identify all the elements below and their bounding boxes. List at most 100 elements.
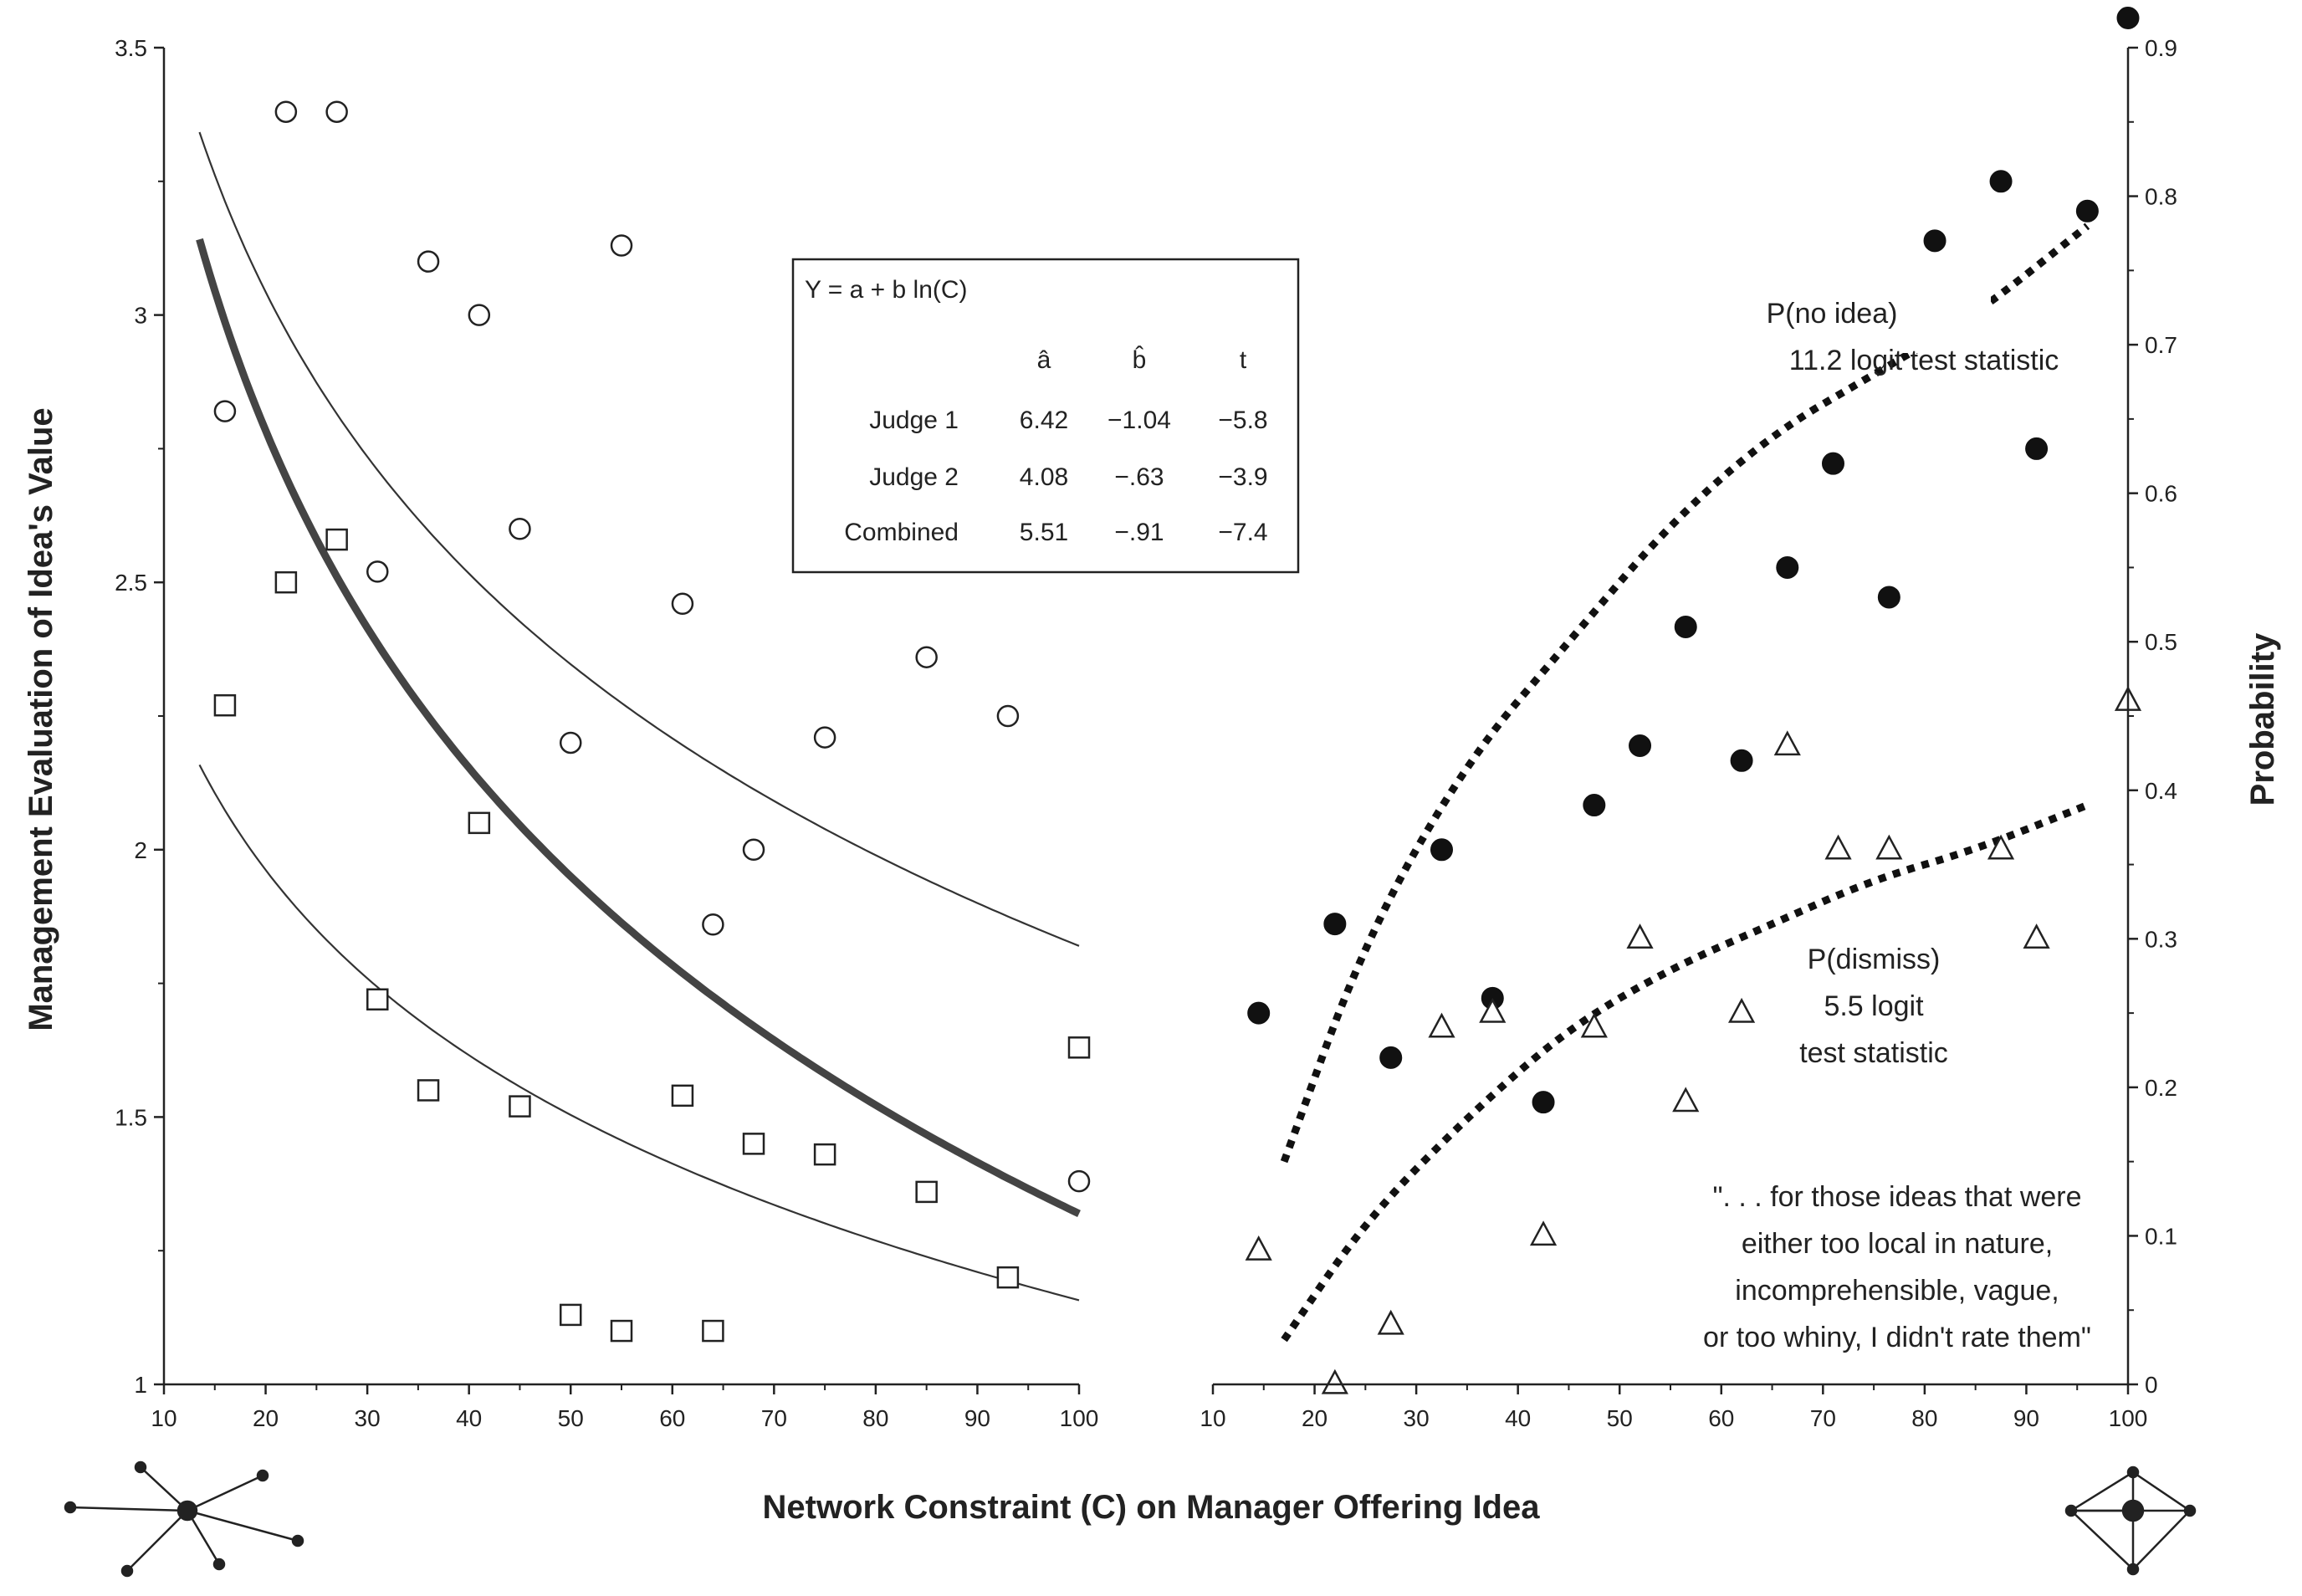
probability-curve — [1281, 801, 2090, 1343]
square-point — [813, 1143, 836, 1166]
left-fit-line — [196, 238, 1081, 1217]
square-point — [915, 1180, 938, 1204]
left-fit-lines — [196, 131, 1081, 1302]
filled-circle-point — [1923, 229, 1946, 253]
table-row-t: −3.9 — [1218, 463, 1267, 491]
x-axis-label: Network Constraint (C) on Manager Offeri… — [763, 1489, 1541, 1526]
circle-point — [366, 560, 389, 583]
filled-circle-point — [1730, 749, 1753, 772]
left-fit-line — [198, 764, 1080, 1302]
annotation-quote-line: either too local in nature, — [1742, 1228, 2053, 1260]
right-x-tick-label: 100 — [2109, 1405, 2148, 1431]
table-row-label: Judge 2 — [869, 463, 959, 491]
left-x-tick-label: 90 — [964, 1405, 990, 1431]
right-y-tick-label: 0.1 — [2145, 1223, 2177, 1249]
triangle-point — [1987, 834, 2015, 860]
annotation-quote-line: incomprehensible, vague, — [1735, 1275, 2059, 1307]
circle-point — [1067, 1169, 1091, 1193]
left-x-tick-label: 60 — [659, 1405, 685, 1431]
right-x-tick-label: 80 — [1911, 1405, 1937, 1431]
regression-table: Y = a + b ln(C) â b̂ t Judge 1 6.42 −1.0… — [791, 258, 1300, 574]
square-point — [559, 1303, 582, 1327]
left-axes: 10 20 30 40 50 60 70 80 90 100 1 1.5 2 2.5 3 3.5 — [115, 35, 1098, 1431]
filled-circle-point — [1629, 734, 1652, 758]
left-x-tick-label: 20 — [253, 1405, 279, 1431]
right-probability-curves — [1280, 223, 2090, 1343]
square-point — [742, 1133, 765, 1155]
left-x-tick-label: 100 — [1060, 1405, 1099, 1431]
right-panel: 10 20 30 40 50 60 70 80 90 100 0 0.1 0.2 0.3 0.4 0.5 0.6… — [1200, 6, 2177, 1431]
circle-point — [559, 731, 582, 755]
circle-point — [996, 704, 1020, 728]
right-data-points — [1245, 6, 2142, 1394]
left-y-tick-label: 1 — [134, 1372, 147, 1398]
triangle-point — [1727, 997, 1756, 1023]
table-header-t: t — [1240, 346, 1247, 374]
left-x-tick-label: 40 — [456, 1405, 482, 1431]
square-point — [366, 988, 389, 1011]
star-network-icon — [64, 1460, 304, 1578]
annotation-quote-line: ". . . for those ideas that were — [1712, 1181, 2081, 1213]
filled-circle-point — [1247, 1001, 1271, 1025]
left-x-tick-label: 30 — [355, 1405, 381, 1431]
triangle-point — [1773, 730, 1801, 756]
triangle-point — [1479, 997, 1507, 1023]
square-point — [671, 1084, 694, 1107]
y-axis-label-right: Probability — [2244, 632, 2281, 806]
y-axis-label-left: Management Evaluation of Idea's Value — [23, 407, 59, 1031]
filled-circle-point — [1821, 452, 1844, 475]
table-row-t: −7.4 — [1218, 519, 1267, 546]
table-row-b: −1.04 — [1108, 407, 1171, 434]
square-point — [325, 528, 348, 551]
right-x-tick-label: 40 — [1505, 1405, 1531, 1431]
right-x-tick-label: 10 — [1200, 1405, 1225, 1431]
annotation-no-idea-stat: 11.2 logit test statistic — [1789, 345, 2059, 376]
filled-circle-point — [2075, 199, 2099, 223]
square-point — [702, 1319, 724, 1343]
left-data-points — [213, 100, 1091, 1343]
table-row-b: −.91 — [1114, 519, 1164, 546]
circle-point — [702, 913, 724, 936]
annotation-no-idea: P(no idea) — [1767, 298, 1898, 330]
right-y-tick-label: 0.7 — [2145, 332, 2177, 358]
right-x-tick-label: 60 — [1708, 1405, 1734, 1431]
filled-circle-point — [1379, 1046, 1403, 1069]
circle-point — [417, 250, 440, 273]
table-equation: Y = a + b ln(C) — [805, 276, 968, 304]
triangle-point — [1580, 1012, 1608, 1038]
left-fit-line — [198, 131, 1080, 947]
table-header-a: â — [1037, 346, 1051, 374]
table-row-a: 4.08 — [1020, 463, 1068, 491]
left-y-tick-label: 3.5 — [115, 35, 147, 61]
table-row-t: −5.8 — [1218, 407, 1267, 434]
table-row-label: Judge 1 — [869, 407, 959, 434]
circle-point — [813, 726, 836, 749]
circle-point — [213, 400, 237, 422]
square-point — [996, 1266, 1020, 1289]
triangle-point — [1529, 1220, 1558, 1246]
square-point — [274, 570, 298, 594]
annotation-dismiss-stat: test statistic — [1799, 1037, 1948, 1069]
square-point — [610, 1319, 633, 1343]
triangle-point — [1321, 1368, 1348, 1394]
triangle-point — [1824, 834, 1852, 860]
left-y-tick-label: 1.5 — [115, 1104, 147, 1130]
table-row-label: Combined — [844, 519, 959, 546]
filled-circle-point — [1430, 838, 1453, 862]
left-x-tick-label: 50 — [558, 1405, 584, 1431]
filled-circle-point — [1532, 1091, 1555, 1114]
left-y-tick-label: 2.5 — [115, 570, 147, 596]
right-annotations: P(no idea) 11.2 logit test statistic P(d… — [1703, 281, 2091, 1353]
triangle-point — [1377, 1309, 1404, 1335]
circle-point — [742, 838, 765, 862]
circle-point — [274, 100, 298, 123]
right-x-tick-label: 50 — [1607, 1405, 1633, 1431]
filled-circle-point — [1877, 586, 1900, 609]
circle-point — [325, 100, 348, 123]
square-point — [468, 811, 491, 835]
square-point — [1067, 1036, 1091, 1059]
circle-point — [468, 304, 491, 326]
right-y-tick-label: 0.5 — [2145, 629, 2177, 655]
circle-point — [509, 518, 531, 540]
filled-circle-point — [1674, 615, 1697, 638]
